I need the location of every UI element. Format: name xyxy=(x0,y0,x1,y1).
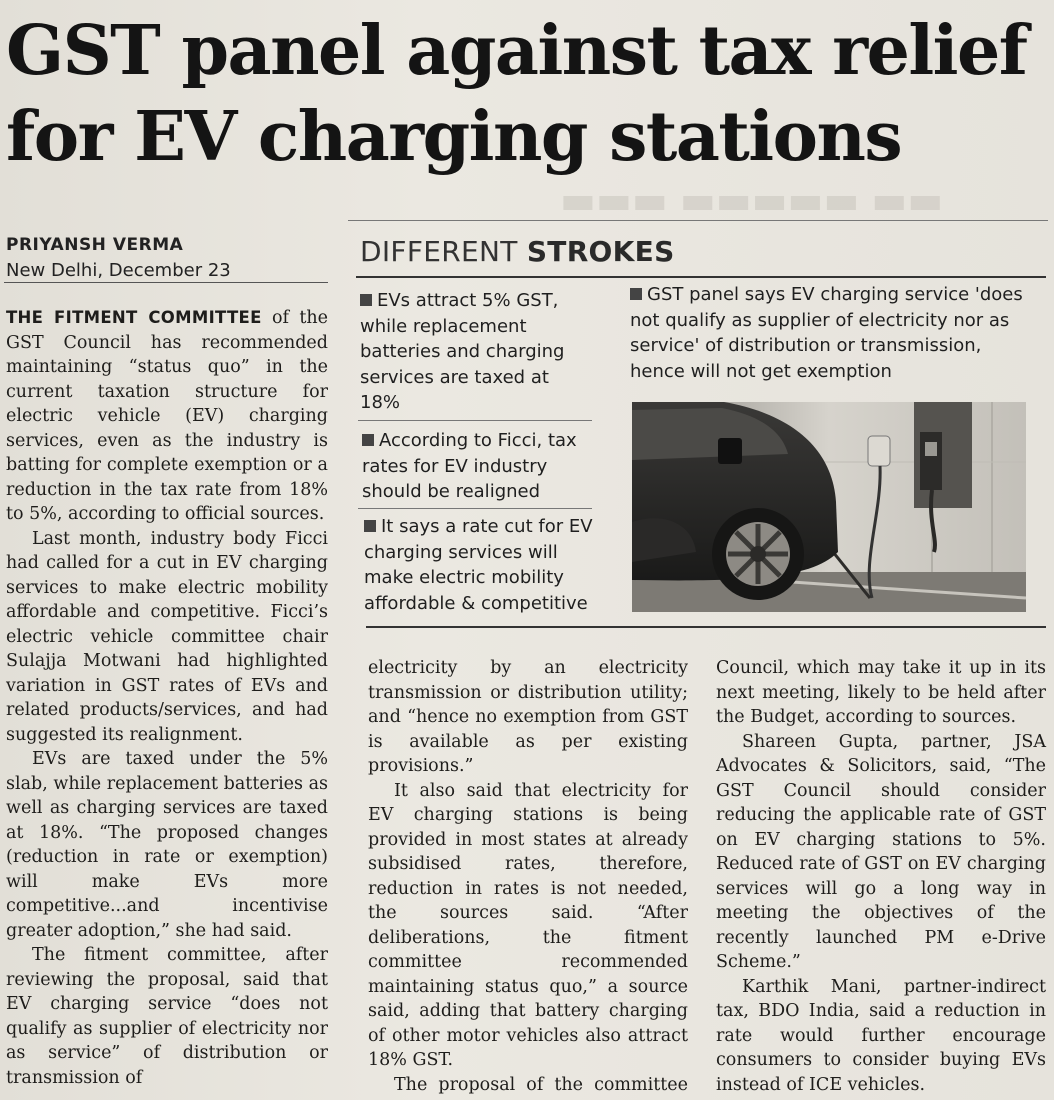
article-column-3: Council, which may take it up in its nex… xyxy=(716,656,1046,1097)
sidebar-title: DIFFERENT STROKES xyxy=(360,234,675,270)
column2-paragraph-3: The proposal of the committee has been s… xyxy=(368,1074,688,1100)
column1-paragraph-3: EVs are taxed under the 5% slab, while r… xyxy=(6,749,328,941)
sidebar-bullet-2: According to Ficci, tax rates for EV ind… xyxy=(362,428,590,505)
ev-charging-photo xyxy=(632,402,1026,612)
bleed-through-text: ▬▬ ▬▬▬▬▬ ▬▬▬ xyxy=(560,178,944,222)
sidebar-bullet-1-text: EVs attract 5% GST, while replacement ba… xyxy=(360,290,565,413)
bullet-square-icon xyxy=(362,434,374,446)
headline-rule xyxy=(348,220,1048,221)
headline-line-2: for EV charging stations xyxy=(6,97,903,177)
column1-paragraph-1-text: of the GST Council has recommended maint… xyxy=(6,308,328,524)
column2-paragraph-2: It also said that electricity for EV cha… xyxy=(368,780,688,1071)
sidebar-bottom-rule xyxy=(366,626,1046,628)
byline: PRIYANSH VERMA New Delhi, December 23 xyxy=(6,232,231,284)
byline-name: PRIYANSH VERMA xyxy=(6,235,184,255)
column1-paragraph-2: Last month, industry body Ficci had call… xyxy=(6,528,328,745)
sidebar-title-regular: DIFFERENT xyxy=(360,235,518,268)
column3-paragraph-3: Karthik Mani, partner-indirect tax, BDO … xyxy=(716,976,1046,1095)
ev-charging-illustration xyxy=(632,402,1026,612)
article-column-1: THE FITMENT COMMITTEE of the GST Council… xyxy=(6,306,328,1090)
byline-rule xyxy=(4,282,328,283)
sidebar-title-rule xyxy=(356,276,1046,278)
column3-paragraph-2: Shareen Gupta, partner, JSA Advocates & … xyxy=(716,731,1046,973)
column1-paragraph-4: The fitment committee, after reviewing t… xyxy=(6,945,328,1088)
sidebar-bullet-4-text: GST panel says EV charging service 'does… xyxy=(630,284,1023,382)
kicker: THE FITMENT COMMITTEE xyxy=(6,308,262,327)
column3-paragraph-1: Council, which may take it up in its nex… xyxy=(716,658,1046,727)
sidebar-bullet-2-text: According to Ficci, tax rates for EV ind… xyxy=(362,430,577,502)
bullet-divider-2 xyxy=(358,508,592,509)
bullet-square-icon xyxy=(364,520,376,532)
sidebar-bullet-3: It says a rate cut for EV charging servi… xyxy=(364,514,596,616)
bullet-divider-1 xyxy=(358,420,592,421)
sidebar-bullet-3-text: It says a rate cut for EV charging servi… xyxy=(364,516,593,614)
headline: GST panel against tax relief for EV char… xyxy=(6,8,1046,180)
article-column-2: electricity by an electricity transmissi… xyxy=(368,656,688,1100)
headline-line-1: GST panel against tax relief xyxy=(6,11,1028,91)
column1-paragraph-1: THE FITMENT COMMITTEE of the GST Council… xyxy=(6,306,328,527)
sidebar-bullet-1: EVs attract 5% GST, while replacement ba… xyxy=(360,288,590,416)
byline-place: New Delhi, December 23 xyxy=(6,260,231,281)
bullet-square-icon xyxy=(360,294,372,306)
sidebar-bullet-4: GST panel says EV charging service 'does… xyxy=(630,282,1040,384)
column2-paragraph-1: electricity by an electricity transmissi… xyxy=(368,658,688,776)
bullet-square-icon xyxy=(630,288,642,300)
sidebar-title-bold: STROKES xyxy=(526,235,675,268)
